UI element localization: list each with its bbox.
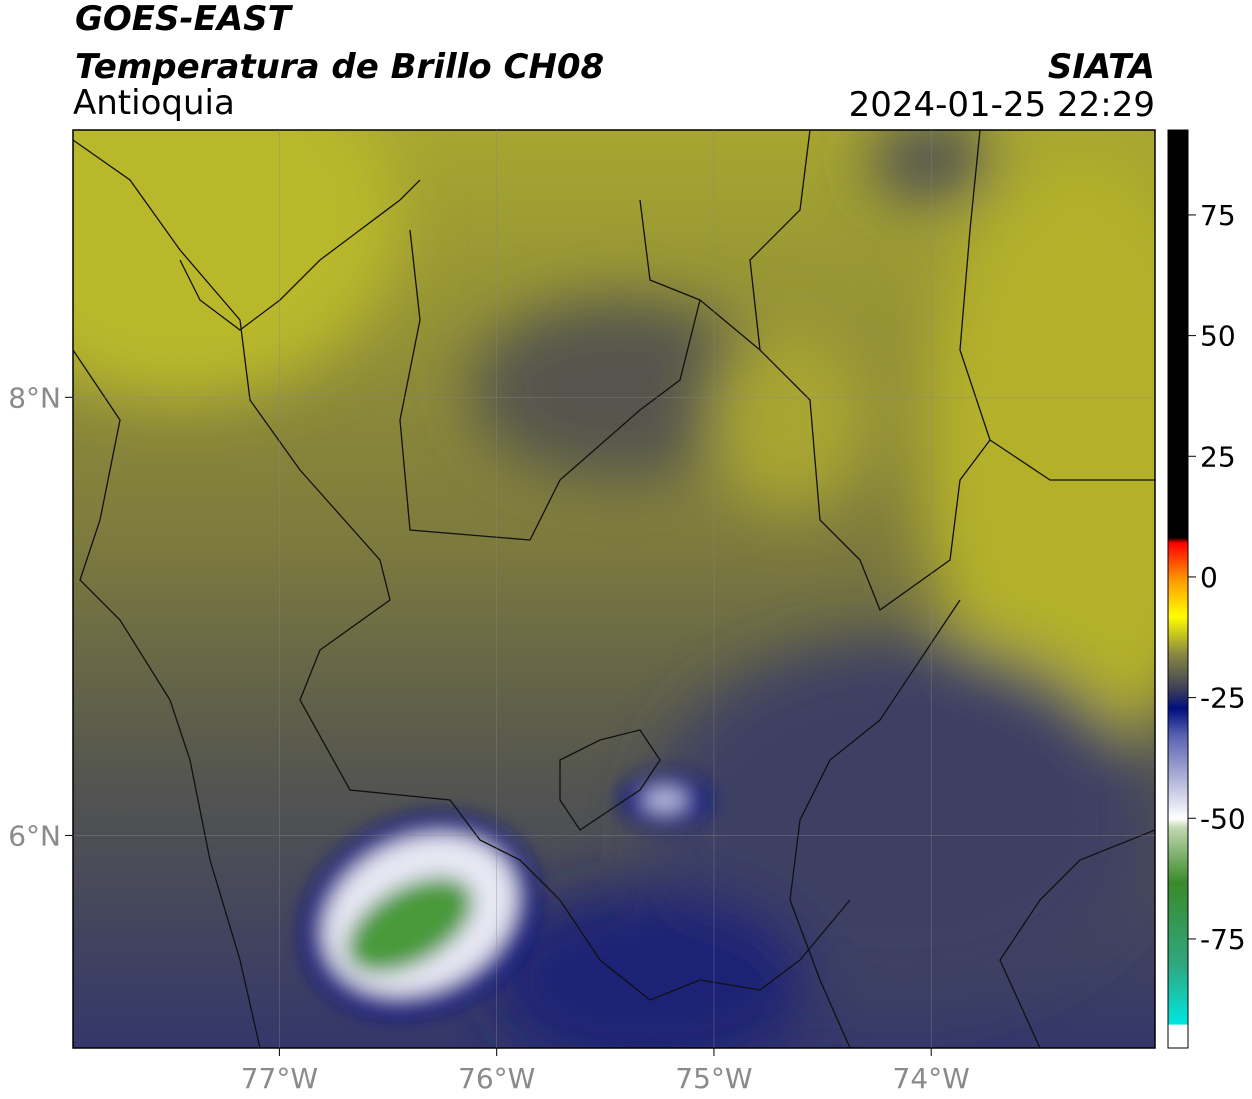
- colorbar-tick-label: -75: [1200, 923, 1246, 956]
- region: Antioquia: [73, 83, 235, 123]
- map-frame: [72, 129, 1156, 1049]
- colorbar-tick-label: -50: [1200, 802, 1246, 835]
- subtitle: Temperatura de Brillo CH08: [75, 47, 604, 87]
- colorbar-tick-label: -25: [1200, 682, 1246, 715]
- map-image: [73, 130, 1155, 1048]
- x-tick-label: 74°W: [893, 1062, 970, 1095]
- source: SIATA: [1048, 47, 1155, 87]
- y-tick-label: 8°N: [8, 381, 61, 414]
- x-tick-label: 75°W: [675, 1062, 752, 1095]
- colorbar-tick-label: 75: [1200, 199, 1236, 232]
- datetime: 2024-01-25 22:29: [849, 85, 1155, 125]
- colorbar: [1167, 129, 1189, 1049]
- colorbar-tick-label: 25: [1200, 440, 1236, 473]
- y-tick-label: 6°N: [8, 819, 61, 852]
- title: GOES-EAST: [75, 0, 294, 39]
- convective-cells: [304, 775, 710, 1015]
- x-tick-label: 77°W: [241, 1062, 318, 1095]
- colorbar-tick-label: 0: [1200, 561, 1218, 594]
- x-tick-label: 76°W: [458, 1062, 535, 1095]
- colorbar-tick-label: 50: [1200, 320, 1236, 353]
- admin-borders: [73, 130, 1155, 1048]
- cloud-field: [73, 130, 1155, 1048]
